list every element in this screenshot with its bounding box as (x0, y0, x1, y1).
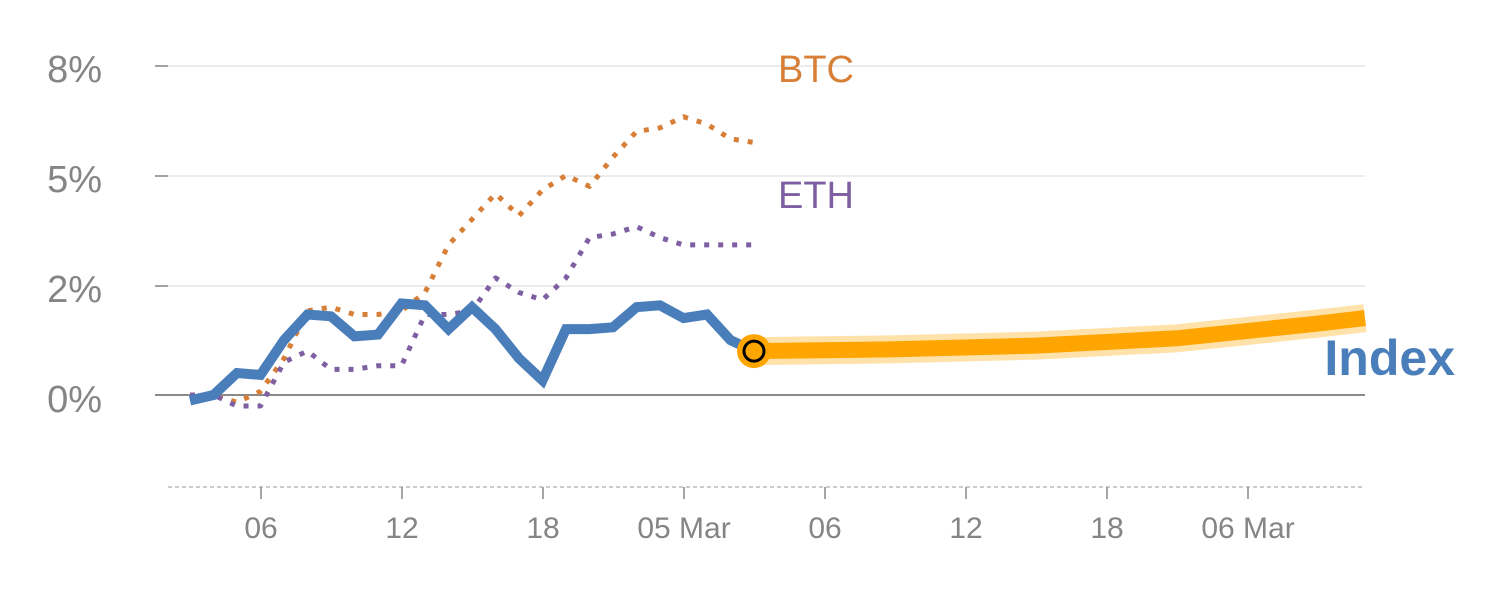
btc-series-label: BTC (778, 49, 854, 91)
x-tick-label: 06 (244, 512, 277, 545)
y-tick-label: 8% (47, 49, 102, 91)
y-tick-label: 0% (47, 379, 102, 421)
index-series-label: Index (1324, 330, 1455, 386)
current-point-marker (742, 339, 766, 363)
x-tick-label: 18 (1090, 512, 1123, 545)
forecast-line (753, 310, 1366, 360)
eth-series-label: ETH (778, 175, 854, 217)
grid-lines (155, 65, 1365, 499)
x-axis: 06 12 18 05 Mar 06 12 18 06 Mar (244, 512, 1294, 545)
series-labels: BTC ETH Index (778, 49, 1455, 386)
index-line (188, 298, 757, 406)
y-axis: 8% 5% 2% 0% (47, 49, 102, 421)
y-tick-label: 2% (47, 269, 102, 311)
x-tick-label: 06 (808, 512, 841, 545)
btc-line (190, 114, 755, 405)
x-tick-label: 18 (526, 512, 559, 545)
x-tick-label: 12 (385, 512, 418, 545)
x-tick-label: 05 Mar (637, 512, 730, 545)
y-tick-label: 5% (47, 159, 102, 201)
x-tick-label: 06 Mar (1201, 512, 1294, 545)
series-group (188, 114, 1367, 409)
eth-line (190, 224, 754, 409)
x-tick-label: 12 (949, 512, 982, 545)
